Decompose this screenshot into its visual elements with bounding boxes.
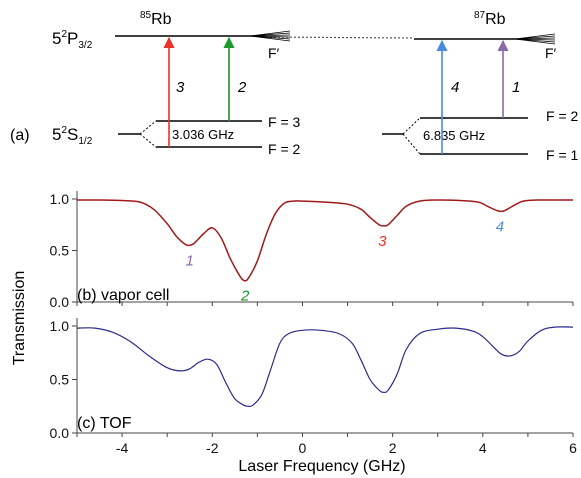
y-tick-label: 0.5: [50, 372, 70, 388]
energy-level-diagram: 85Rb 87Rb 52P3/2 (a) 52S1/2 F′: [10, 10, 579, 163]
x-tick-label: 4: [479, 440, 487, 456]
tof-panel-label: (c) TOF: [77, 415, 132, 432]
peak-label-1: 1: [186, 252, 194, 269]
rb87-hyperfine-fan: [514, 33, 556, 45]
rb85-label: 85Rb: [140, 10, 172, 28]
rb85-lower-f-label: F = 2: [268, 141, 301, 157]
rb85-hyperfine-fan: [249, 30, 291, 42]
y-tick-label: 0.0: [50, 425, 70, 441]
rb85-fprime-label: F′: [268, 45, 280, 61]
rb85-ground-levels: [118, 120, 262, 148]
y-tick-label: 0.0: [50, 294, 70, 310]
rb87-name: Rb: [485, 11, 506, 28]
x-tick-label: 6: [569, 440, 577, 456]
rb87-splitting-label: 6.835 GHz: [423, 128, 485, 143]
peak-label-4: 4: [496, 218, 504, 235]
y-tick-label: 1.0: [50, 191, 70, 207]
rb87-lower-f-label: F = 1: [546, 147, 579, 163]
rb87-upper-f-label: F = 2: [546, 108, 579, 124]
tof-trace: [76, 326, 574, 408]
excited-state-label: 52P3/2: [52, 29, 93, 51]
rb85-mass: 85: [140, 10, 152, 21]
transition-label-2: 2: [237, 79, 247, 96]
vapor-cell-trace: [76, 199, 573, 282]
rb87-ground-levels: [382, 117, 528, 155]
x-tick-label: -2: [206, 440, 219, 456]
transition-label-3: 3: [176, 79, 185, 96]
ground-state-label: 52S1/2: [52, 125, 93, 147]
rb85-name: Rb: [151, 11, 172, 28]
rb87-fprime-label: F′: [545, 45, 557, 61]
rb85-splitting-label: 3.036 GHz: [172, 127, 234, 142]
transition-label-4: 4: [451, 79, 459, 96]
y-axis-label: Transmission: [11, 271, 28, 366]
y-tick-label: 1.0: [50, 318, 70, 334]
rb85-upper-f-label: F = 3: [268, 114, 301, 130]
peak-label-3: 3: [378, 233, 387, 250]
y-tick-label: 0.5: [50, 243, 70, 259]
peak-label-2: 2: [240, 287, 250, 304]
x-tick-label: 0: [299, 440, 307, 456]
x-tick-label: -4: [116, 440, 129, 456]
tof-chart: 0.0 0.5 1.0 -4 -2 0 2 4 6 (c) TOF Laser Frequenc…: [50, 318, 577, 475]
panel-a-label: (a): [10, 127, 30, 144]
transition-label-1: 1: [512, 79, 520, 96]
vapor-cell-chart: 0.0 0.5 1.0 1 2 3 4 (b) vapor cell: [50, 191, 574, 310]
x-tick-label: 2: [389, 440, 397, 456]
rb87-label: 87Rb: [474, 10, 506, 28]
vapor-cell-panel-label: (b) vapor cell: [77, 287, 169, 304]
x-axis-label: Laser Frequency (GHz): [238, 458, 405, 475]
rb87-mass: 87: [474, 10, 486, 21]
